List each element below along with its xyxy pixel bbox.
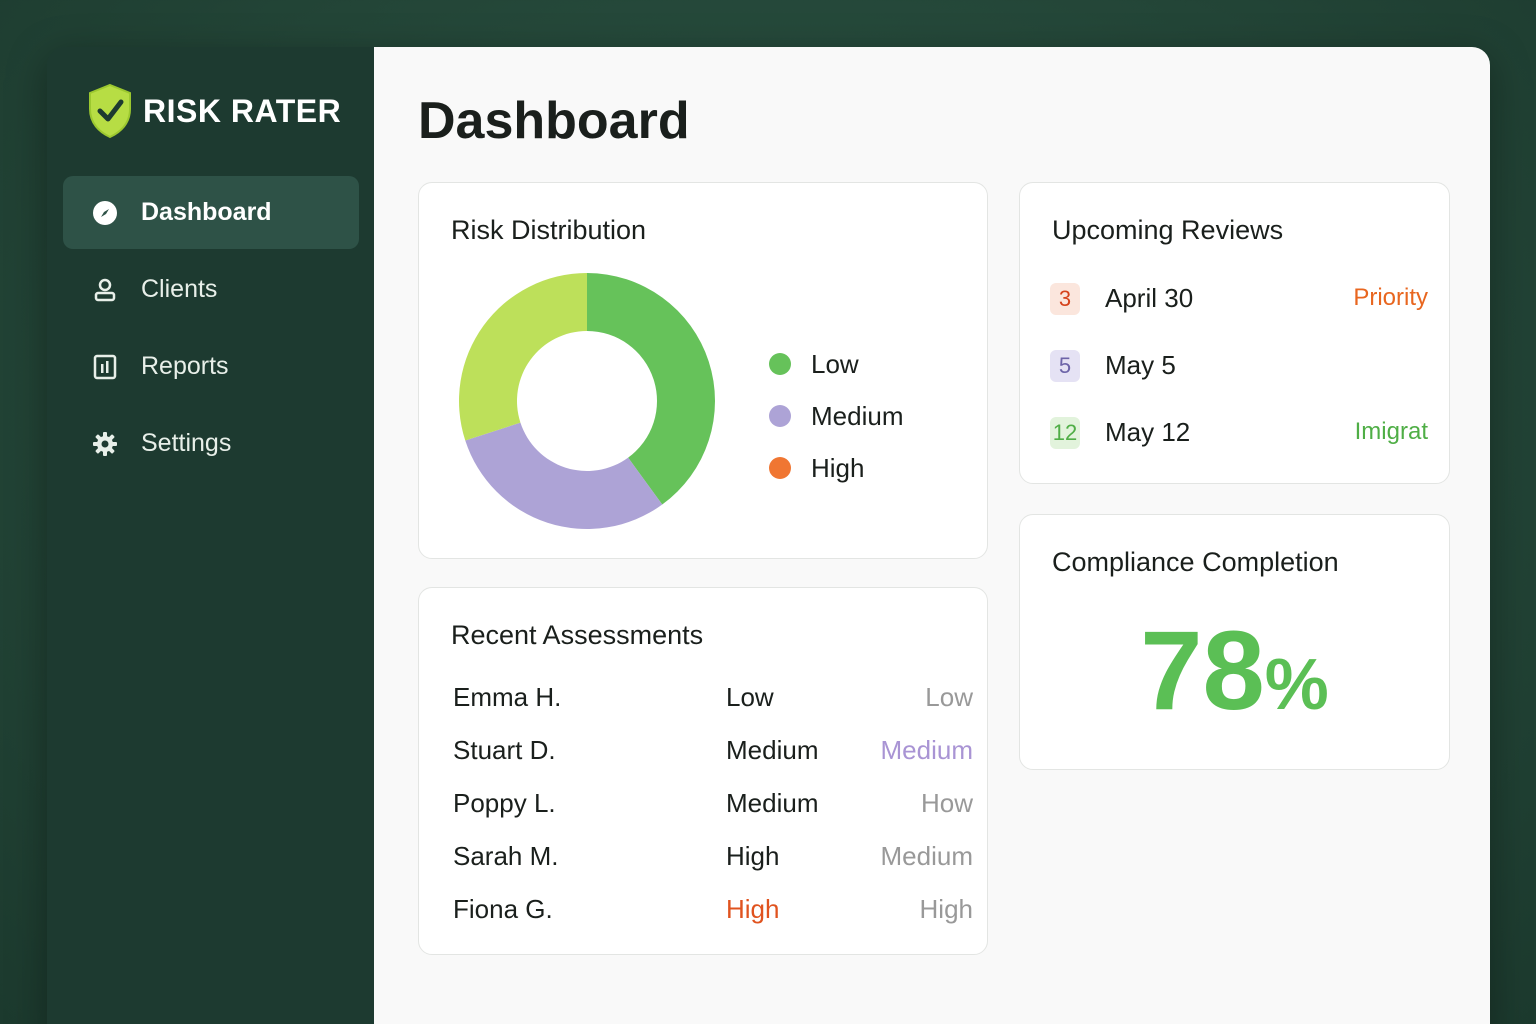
client-name: Fiona G. [453, 894, 553, 924]
review-list: 3 April 30 Priority 5 May 5 12 May 12 Im… [1050, 275, 1428, 476]
percent-unit: % [1264, 645, 1329, 725]
review-count-badge: 3 [1050, 283, 1080, 315]
legend-dot-medium [769, 405, 791, 427]
review-item[interactable]: 5 May 5 [1050, 342, 1428, 409]
risk-status: Low [925, 682, 973, 712]
legend-label: High [811, 452, 865, 483]
review-date: April 30 [1105, 283, 1194, 313]
table-row[interactable]: Sarah M. High Medium [453, 833, 973, 886]
risk-donut-chart [459, 273, 715, 529]
legend-label: Low [811, 348, 859, 379]
donut-slice-light-green [459, 273, 587, 441]
risk-status: Medium [880, 841, 973, 871]
sidebar-item-label: Clients [141, 275, 218, 303]
sidebar-item-label: Settings [141, 429, 232, 457]
client-name: Sarah M. [453, 841, 559, 871]
review-item[interactable]: 12 May 12 Imigrat [1050, 409, 1428, 476]
recent-assessments-card: Recent Assessments Emma H. Low Low Stuar… [418, 587, 988, 955]
sidebar-item-settings[interactable]: Settings [63, 407, 359, 480]
sidebar-item-label: Reports [141, 352, 229, 380]
shield-check-icon [89, 83, 131, 139]
app-window: RISK RATER Dashboard [47, 47, 1490, 1024]
risk-distribution-card: Risk Distribution Low Medium High [418, 182, 988, 559]
risk-level: Medium [726, 788, 819, 818]
risk-status: How [920, 788, 973, 818]
table-row[interactable]: Stuart D. Medium Medium [453, 727, 973, 780]
compliance-value: 78 [1140, 608, 1265, 733]
card-title: Upcoming Reviews [1052, 215, 1284, 245]
table-row[interactable]: Fiona G. High High [453, 886, 973, 939]
review-date: May 5 [1105, 350, 1176, 380]
table-row[interactable]: Poppy L. Medium How [453, 780, 973, 833]
table-row[interactable]: Emma H. Low Low [453, 674, 973, 727]
compliance-card: Compliance Completion 78% [1019, 514, 1450, 770]
review-count-badge: 12 [1050, 417, 1080, 449]
compliance-percentage: 78% [1020, 615, 1449, 727]
sidebar-item-reports[interactable]: Reports [63, 330, 359, 403]
brand: RISK RATER [87, 83, 341, 139]
card-title: Risk Distribution [451, 215, 647, 245]
risk-level: High [726, 841, 780, 871]
review-item[interactable]: 3 April 30 Priority [1050, 275, 1428, 342]
risk-level: High [726, 894, 780, 924]
sidebar-item-label: Dashboard [141, 198, 272, 226]
risk-status: Medium [880, 735, 973, 765]
compass-icon [91, 199, 119, 227]
review-date: May 12 [1105, 417, 1191, 447]
risk-level: Medium [726, 735, 819, 765]
page-title: Dashboard [418, 92, 690, 150]
client-name: Emma H. [453, 682, 562, 712]
donut-slice-medium [465, 422, 663, 529]
legend-dot-low [769, 353, 791, 375]
user-icon [91, 276, 119, 304]
card-title: Compliance Completion [1052, 547, 1339, 577]
review-tag: Imigrat [1354, 418, 1428, 445]
sidebar-item-dashboard[interactable]: Dashboard [63, 176, 359, 249]
upcoming-reviews-card: Upcoming Reviews 3 April 30 Priority 5 M… [1019, 182, 1450, 484]
sidebar-item-clients[interactable]: Clients [63, 253, 359, 326]
brand-name: RISK RATER [143, 92, 342, 129]
risk-status: High [919, 894, 973, 924]
main-content: Dashboard Risk Distribution Low Medium H… [374, 47, 1490, 1024]
risk-level: Low [726, 682, 774, 712]
review-tag: Priority [1353, 284, 1428, 311]
review-count-badge: 5 [1050, 350, 1080, 382]
sidebar: RISK RATER Dashboard [47, 47, 374, 1024]
legend-item-high: High [769, 442, 903, 494]
donut-slice-low [587, 273, 715, 505]
chart-legend: Low Medium High [769, 338, 903, 494]
legend-item-low: Low [769, 338, 903, 390]
legend-dot-high [769, 457, 791, 479]
legend-label: Medium [811, 400, 904, 431]
report-icon [91, 353, 119, 381]
client-name: Stuart D. [453, 735, 556, 765]
assessments-table: Emma H. Low Low Stuart D. Medium Medium … [453, 674, 973, 939]
legend-item-medium: Medium [769, 390, 903, 442]
client-name: Poppy L. [453, 788, 556, 818]
gear-icon [91, 430, 119, 458]
sidebar-nav: Dashboard Clients [63, 176, 359, 484]
card-title: Recent Assessments [451, 620, 704, 650]
